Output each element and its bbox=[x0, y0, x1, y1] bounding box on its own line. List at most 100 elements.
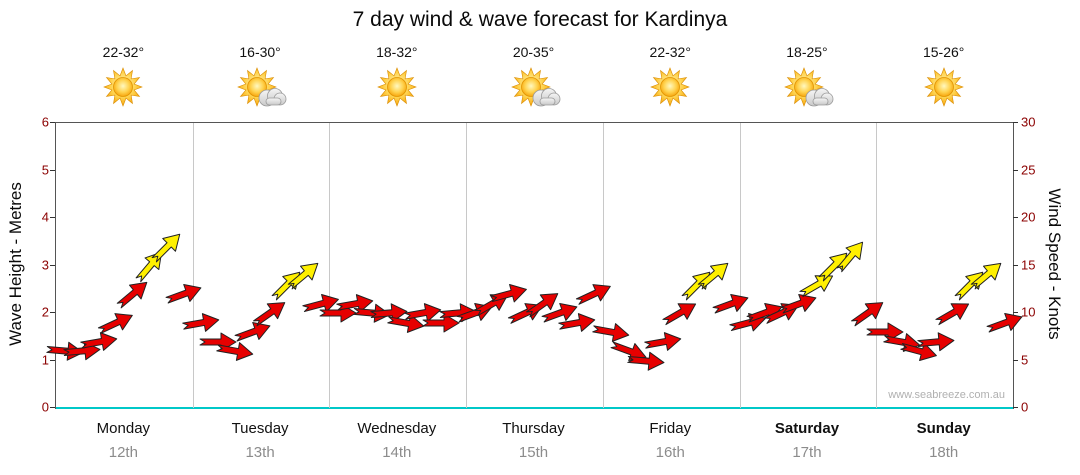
wind-arrow bbox=[271, 271, 300, 300]
wind-arrow bbox=[302, 293, 339, 312]
temperature-label-tuesday: 16-30° bbox=[239, 44, 281, 60]
left-axis-tick-label: 0 bbox=[41, 399, 49, 415]
day-date-label-monday: 12th bbox=[108, 443, 138, 461]
watermark: www.seabreeze.com.au bbox=[888, 389, 1005, 401]
right-axis-tick-label: 20 bbox=[1021, 209, 1036, 225]
wind-arrow bbox=[681, 271, 711, 300]
wind-arrow bbox=[370, 303, 408, 323]
wind-arrow bbox=[422, 313, 459, 332]
weather-icon-cell-tuesday bbox=[192, 66, 329, 112]
left-axis-tick-label: 5 bbox=[41, 162, 49, 177]
day-date-label-saturday: 17th bbox=[792, 443, 822, 461]
wind-arrow bbox=[438, 303, 477, 323]
wind-arrow bbox=[798, 274, 833, 297]
sun-icon bbox=[650, 67, 691, 107]
wind-arrow bbox=[576, 284, 612, 305]
day-name-label-monday: Monday bbox=[96, 419, 151, 437]
day-date-label-thursday: 15th bbox=[518, 443, 549, 461]
wind-arrow bbox=[883, 332, 921, 352]
right-axis-tick bbox=[1013, 359, 1018, 361]
wind-arrow bbox=[746, 303, 783, 323]
cloud-icon bbox=[258, 88, 287, 107]
wind-arrow bbox=[62, 341, 101, 361]
wind-arrow bbox=[252, 302, 285, 327]
wind-arrow bbox=[818, 252, 847, 281]
wind-arrow bbox=[151, 233, 181, 262]
left-axis-tick-label: 4 bbox=[41, 209, 49, 225]
wind-arrow bbox=[836, 241, 863, 273]
weather-icon-cell-sunday bbox=[875, 66, 1012, 112]
wind-arrow bbox=[592, 323, 630, 342]
weather-icons-row bbox=[55, 66, 1012, 112]
day-date-label-sunday: 18th bbox=[929, 443, 959, 461]
right-axis-tick bbox=[1013, 407, 1018, 408]
plot-area: www.seabreeze.com.au bbox=[45, 122, 1022, 409]
sun-icon bbox=[103, 67, 144, 107]
wind-arrow bbox=[234, 322, 270, 342]
day-separator-gridline bbox=[329, 123, 331, 408]
wind-arrow bbox=[662, 303, 696, 326]
weather-icon-cell-friday bbox=[602, 66, 739, 112]
temperature-label-friday: 22-32° bbox=[649, 44, 691, 60]
wind-arrow bbox=[643, 331, 681, 351]
day-dates-row: 12th 13th 14th 15th 16th 17th 18th bbox=[55, 442, 1012, 462]
weather-icon-cell-monday bbox=[55, 66, 192, 112]
wind-arrow bbox=[971, 262, 1002, 290]
wind-arrow bbox=[79, 331, 117, 351]
temperature-row: 22-32° 16-30° 18-32° 20-35° 22-32° 18-25° 15-2… bbox=[55, 42, 1012, 62]
wind-arrow bbox=[182, 312, 220, 332]
wind-arrow bbox=[558, 312, 596, 332]
sun-icon bbox=[376, 67, 417, 107]
weather-icon-cell-wednesday bbox=[328, 66, 465, 112]
right-axis-tick bbox=[1013, 217, 1018, 218]
left-axis-tick bbox=[50, 217, 55, 218]
wind-arrow bbox=[729, 312, 766, 331]
right-axis-tick bbox=[1013, 264, 1018, 266]
wind-arrow bbox=[287, 262, 319, 290]
wind-arrow bbox=[97, 312, 133, 334]
wind-arrow bbox=[954, 271, 984, 300]
left-axis-tick-label: 2 bbox=[41, 304, 49, 320]
chart-title: 7 day wind & wave forecast for Kardinya bbox=[352, 8, 728, 31]
wind-arrow bbox=[199, 332, 237, 351]
cloud-icon bbox=[532, 88, 560, 107]
wind-arrow bbox=[541, 303, 578, 323]
wind-arrow bbox=[456, 303, 493, 323]
right-axis-tick-label: 25 bbox=[1021, 162, 1036, 177]
wind-arrow bbox=[404, 303, 442, 322]
right-axis-tick-label: 5 bbox=[1021, 352, 1029, 367]
temperature-label-thursday: 20-35° bbox=[512, 44, 555, 60]
left-axis-tick-label: 3 bbox=[41, 257, 49, 272]
wind-arrow bbox=[697, 262, 729, 290]
sun-icon bbox=[923, 67, 964, 107]
temperature-label-monday: 22-32° bbox=[102, 44, 145, 60]
right-axis-tick bbox=[1013, 312, 1018, 313]
day-name-label-sunday: Sunday bbox=[916, 419, 971, 437]
wind-arrow bbox=[917, 331, 955, 351]
day-separator-gridline bbox=[602, 123, 604, 408]
wind-arrow bbox=[780, 293, 817, 313]
right-axis-title: Wind Speed - Knots bbox=[1045, 188, 1064, 340]
wind-arrow bbox=[387, 313, 425, 333]
wind-arrow bbox=[712, 293, 749, 313]
weather-icon-cell-saturday bbox=[739, 66, 876, 112]
wind-arrow bbox=[319, 303, 357, 323]
wind-arrow bbox=[610, 341, 646, 361]
wind-arrow bbox=[165, 284, 202, 304]
left-axis-tick bbox=[50, 122, 55, 123]
wind-arrow bbox=[507, 303, 543, 324]
day-date-label-tuesday: 13th bbox=[245, 443, 275, 461]
left-axis-tick bbox=[50, 359, 55, 361]
wind-arrow bbox=[216, 342, 254, 361]
temperature-label-saturday: 18-25° bbox=[786, 44, 828, 60]
weather-icon-cell-thursday bbox=[465, 66, 602, 112]
day-name-label-tuesday: Tuesday bbox=[231, 419, 289, 437]
day-name-label-thursday: Thursday bbox=[502, 419, 565, 437]
sun-cloud-icon bbox=[784, 67, 834, 107]
day-separator-gridline bbox=[739, 123, 741, 408]
wind-arrow bbox=[116, 281, 148, 309]
right-axis-tick-label: 15 bbox=[1021, 257, 1036, 272]
wind-arrow bbox=[135, 251, 163, 282]
right-axis-tick-label: 30 bbox=[1021, 114, 1036, 130]
